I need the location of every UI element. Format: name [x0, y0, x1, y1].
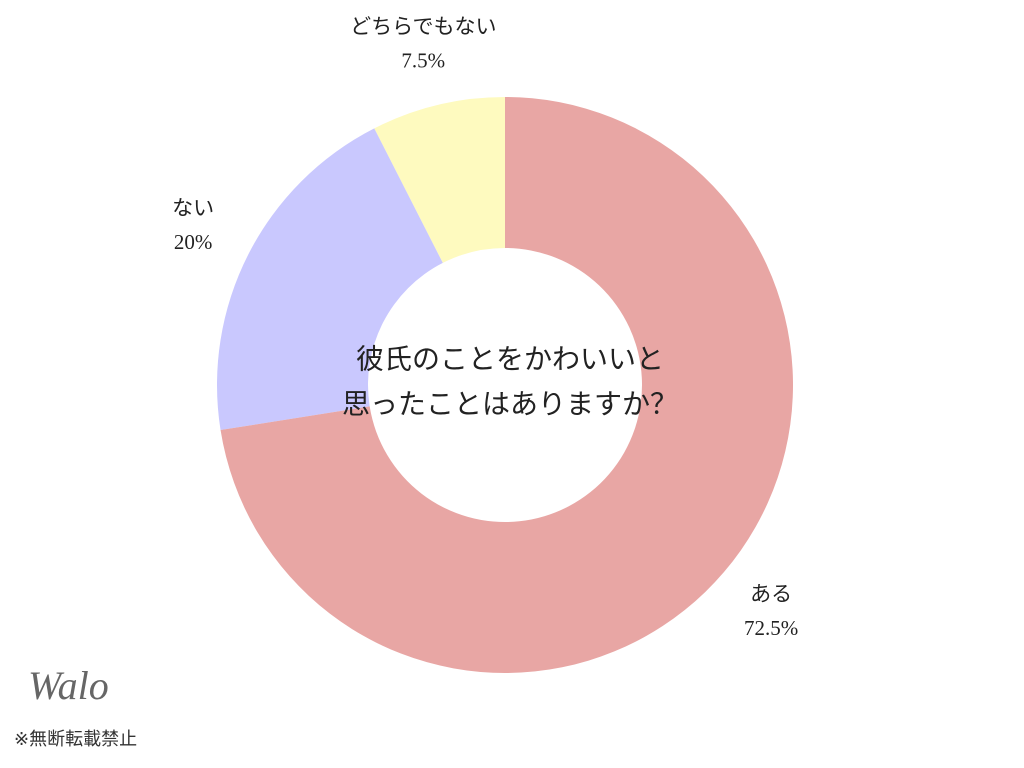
value-label: 72.5%: [744, 616, 798, 640]
logo: Walo: [28, 663, 109, 708]
center-text: 彼氏のことをかわいいと: [356, 343, 664, 375]
donut-slice: [374, 97, 505, 263]
slice-label: ある: [750, 582, 792, 606]
value-label: 20%: [174, 230, 213, 254]
donut-slice: [220, 97, 793, 673]
footnote: ※無断転載禁止: [14, 729, 137, 750]
slice-label: どちらでもない: [350, 14, 496, 38]
center-text: 思ったことはありますか？: [342, 389, 678, 420]
slice-label: ない: [172, 196, 214, 220]
value-label: 7.5%: [401, 48, 445, 72]
donut-slice: [216, 128, 443, 431]
